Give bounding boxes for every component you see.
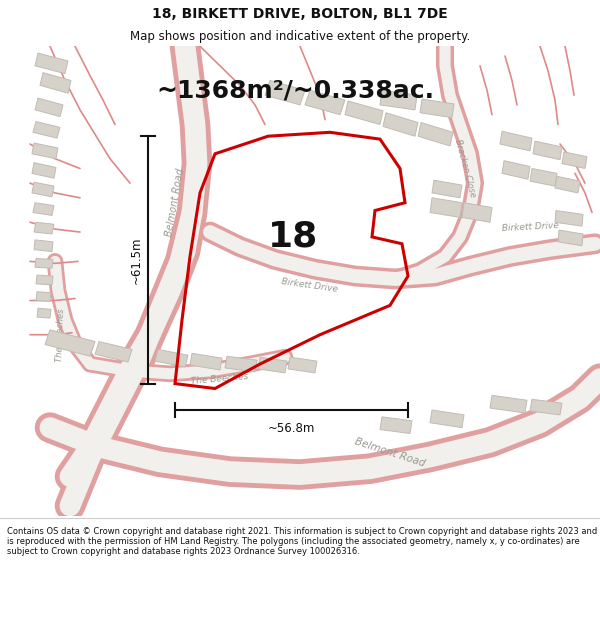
Polygon shape — [258, 357, 287, 373]
Text: ~61.5m: ~61.5m — [130, 236, 143, 284]
Polygon shape — [462, 202, 492, 222]
Text: The Beeches: The Beeches — [55, 308, 65, 362]
Polygon shape — [288, 357, 317, 373]
Polygon shape — [500, 131, 532, 151]
Polygon shape — [190, 353, 222, 370]
Text: ~56.8m: ~56.8m — [268, 422, 315, 435]
Polygon shape — [37, 308, 51, 318]
Polygon shape — [34, 222, 54, 234]
Polygon shape — [418, 122, 453, 146]
Polygon shape — [32, 182, 54, 197]
Polygon shape — [430, 198, 462, 217]
Polygon shape — [35, 53, 68, 74]
Text: The Beeches: The Beeches — [191, 372, 249, 386]
Text: Belmont Road: Belmont Road — [164, 168, 186, 238]
Polygon shape — [502, 161, 530, 179]
Polygon shape — [305, 90, 345, 115]
Polygon shape — [155, 349, 188, 367]
Text: Bracken Close: Bracken Close — [453, 139, 477, 199]
Polygon shape — [345, 101, 383, 124]
Polygon shape — [265, 81, 305, 105]
Polygon shape — [383, 112, 418, 136]
Polygon shape — [555, 176, 580, 193]
Polygon shape — [490, 396, 527, 413]
Text: Birkett Drive: Birkett Drive — [281, 278, 339, 294]
Polygon shape — [45, 330, 95, 356]
Polygon shape — [562, 152, 587, 169]
Text: Belmont Road: Belmont Road — [353, 436, 427, 468]
Text: 18, BIRKETT DRIVE, BOLTON, BL1 7DE: 18, BIRKETT DRIVE, BOLTON, BL1 7DE — [152, 7, 448, 21]
Polygon shape — [225, 356, 257, 372]
Polygon shape — [530, 399, 562, 415]
Polygon shape — [32, 143, 58, 159]
Polygon shape — [33, 202, 54, 216]
Polygon shape — [95, 342, 132, 362]
Polygon shape — [35, 259, 53, 268]
Polygon shape — [380, 417, 412, 434]
Polygon shape — [430, 410, 464, 428]
Polygon shape — [420, 99, 454, 118]
Polygon shape — [36, 292, 51, 301]
Polygon shape — [555, 211, 583, 226]
Polygon shape — [530, 169, 557, 186]
Polygon shape — [33, 121, 60, 138]
Text: Contains OS data © Crown copyright and database right 2021. This information is : Contains OS data © Crown copyright and d… — [7, 526, 598, 556]
Polygon shape — [40, 72, 71, 93]
Polygon shape — [558, 230, 583, 246]
Polygon shape — [533, 141, 562, 159]
Polygon shape — [32, 162, 56, 178]
Text: ~1368m²/~0.338ac.: ~1368m²/~0.338ac. — [156, 78, 434, 102]
Polygon shape — [432, 180, 462, 198]
Text: Birkett Drive: Birkett Drive — [502, 221, 559, 233]
Text: Map shows position and indicative extent of the property.: Map shows position and indicative extent… — [130, 29, 470, 42]
Polygon shape — [36, 275, 53, 285]
Polygon shape — [34, 240, 53, 252]
Text: 18: 18 — [268, 220, 318, 254]
Polygon shape — [35, 98, 63, 117]
Polygon shape — [380, 90, 417, 110]
